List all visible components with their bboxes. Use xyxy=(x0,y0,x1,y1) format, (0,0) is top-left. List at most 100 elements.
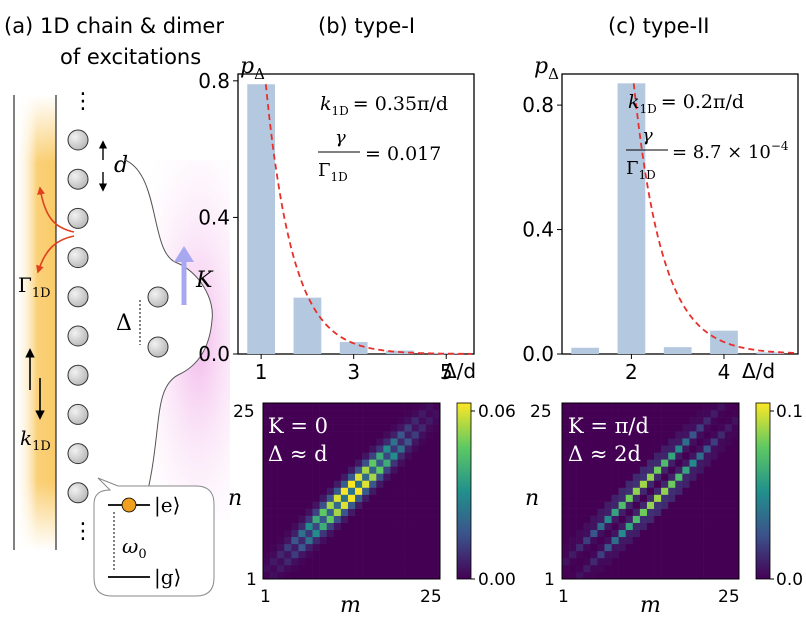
panel-c-heat-cell xyxy=(703,403,711,411)
panel-c-bar xyxy=(756,352,785,354)
panel-b-heat-cell xyxy=(376,480,384,488)
panel-c-heat-cell xyxy=(717,431,726,439)
panel-b-heat-cell xyxy=(347,403,356,411)
panel-b-heat-cell xyxy=(390,417,398,425)
panel-b-ratio-value: = 0.017 xyxy=(365,143,441,165)
panel-b-heat-cell xyxy=(333,431,342,439)
panel-c-heat-cell xyxy=(562,480,570,488)
panel-c-heat-cell xyxy=(562,424,570,432)
panel-b-heat-cell xyxy=(284,424,292,432)
panel-c-heat-cell xyxy=(632,515,641,523)
panel-c-heat-cell xyxy=(661,473,669,481)
panel-b-heat-cell xyxy=(418,445,427,453)
panel-c-heat-cell xyxy=(639,417,648,425)
panel-c-heat-cell xyxy=(611,487,619,495)
panel-c-heat-cell xyxy=(590,501,598,509)
panel-b-heat-cell xyxy=(284,529,292,538)
panel-b-heat-cell xyxy=(383,550,391,559)
panel-c-heat-cell xyxy=(604,501,612,509)
panel-c-heat-cell xyxy=(569,424,577,432)
panel-b-heat-cell xyxy=(263,501,271,509)
panel-c-heat-cell xyxy=(583,403,591,411)
panel-c-heat-cell xyxy=(710,480,719,488)
panel-c-heat-cell xyxy=(717,480,726,488)
panel-b-heat-cell xyxy=(404,417,412,425)
panel-b-heat-cell xyxy=(326,452,335,460)
panel-c-heat-cell xyxy=(675,501,683,509)
panel-b-heat-cell xyxy=(397,557,405,566)
panel-c-heat-cell xyxy=(611,431,619,439)
panel-b-heat-cell xyxy=(355,445,363,453)
panel-c-heat-cell xyxy=(731,438,740,446)
panel-b-heat-cell xyxy=(291,466,299,474)
panel-c-heat-cell xyxy=(731,564,740,573)
panel-b-heat-cell xyxy=(411,417,420,425)
panel-b-heat-cell xyxy=(362,515,370,523)
panel-c-heat-cell xyxy=(639,473,648,481)
panel-c-heat-cell xyxy=(703,529,711,538)
panel-b-heat-cell xyxy=(305,487,313,495)
panel-c-heat-cell xyxy=(654,536,662,545)
panel-b-heat-cell xyxy=(277,501,285,509)
panel-c-heat-cell xyxy=(639,452,648,460)
panel-b-heat-cell xyxy=(326,417,335,425)
panel-b-bar xyxy=(339,342,368,354)
panel-c-heat-cell xyxy=(632,564,641,573)
panel-b-heat-cell xyxy=(291,557,299,566)
panel-c-heat-cell xyxy=(717,438,726,446)
panel-b-heat-cell xyxy=(333,536,342,545)
panel-b-heatmap-line2: Δ ≈ d xyxy=(268,442,328,466)
panel-c-heat-cell xyxy=(618,522,627,531)
panel-c-heat-cell xyxy=(625,564,634,573)
panel-c-ytick-label: 0.4 xyxy=(522,218,554,242)
panel-c-heat-cell xyxy=(618,473,627,481)
panel-b-heat-cell xyxy=(411,431,420,439)
panel-c-heat-cell xyxy=(597,529,605,538)
panel-b-heat-cell xyxy=(397,459,405,467)
panel-b-heat-cell xyxy=(432,480,441,488)
panel-b-heat-cell xyxy=(326,403,335,411)
panel-c-heat-cell xyxy=(646,403,655,411)
panel-b-heat-cell xyxy=(347,494,356,502)
panel-b-heat-cell xyxy=(277,438,285,446)
panel-b-heat-cell xyxy=(305,494,313,502)
panel-c-heat-cell xyxy=(576,564,584,573)
panel-b-heat-cell xyxy=(333,445,342,453)
panel-c-heat-cell xyxy=(696,571,704,580)
panel-b-heat-cell xyxy=(291,424,299,432)
panel-b-heat-cell xyxy=(397,494,405,502)
panel-b-heat-cell xyxy=(362,501,370,509)
panel-c-heat-cell xyxy=(703,508,711,516)
panel-b-heat-cell xyxy=(312,543,320,552)
panel-c-heat-cell xyxy=(590,487,598,495)
panel-b-heat-cell xyxy=(263,564,271,573)
panel-c-heat-cell xyxy=(569,543,577,552)
panel-c-heat-cell xyxy=(675,536,683,545)
panel-c-heat-cell xyxy=(731,508,740,516)
panel-b-heat-cell xyxy=(298,410,306,418)
panel-b-heat-cell xyxy=(369,515,377,523)
panel-c-heat-cell xyxy=(724,571,733,580)
panel-c-heat-cell xyxy=(604,543,612,552)
panel-b-heat-cell xyxy=(270,424,278,432)
panel-c-heat-cell xyxy=(710,543,719,552)
panel-c-heat-cell xyxy=(569,431,577,439)
panel-c-heat-cell xyxy=(710,445,719,453)
panel-c-heat-cell xyxy=(597,522,605,531)
panel-c-heat-cell xyxy=(731,410,740,418)
panel-c-heat-cell xyxy=(604,438,612,446)
panel-c-heat-cell xyxy=(576,466,584,474)
panel-b-heat-cell xyxy=(390,543,398,552)
panel-c-heat-cell xyxy=(611,508,619,516)
panel-c-heat-cell xyxy=(710,417,719,425)
panel-b-heat-cell xyxy=(362,480,370,488)
panel-c-heat-cell xyxy=(639,543,648,552)
panel-c-heat-cell xyxy=(689,564,697,573)
panel-c-heat-cell xyxy=(654,452,662,460)
panel-c-heat-cell xyxy=(562,522,570,531)
panel-c-heatmap-frame xyxy=(561,402,740,580)
panel-b-heat-cell xyxy=(319,466,328,474)
panel-b-heat-cell xyxy=(305,508,313,516)
chain-dots-bottom: ⋮ xyxy=(72,519,94,544)
panel-b-heat-cell xyxy=(312,438,320,446)
